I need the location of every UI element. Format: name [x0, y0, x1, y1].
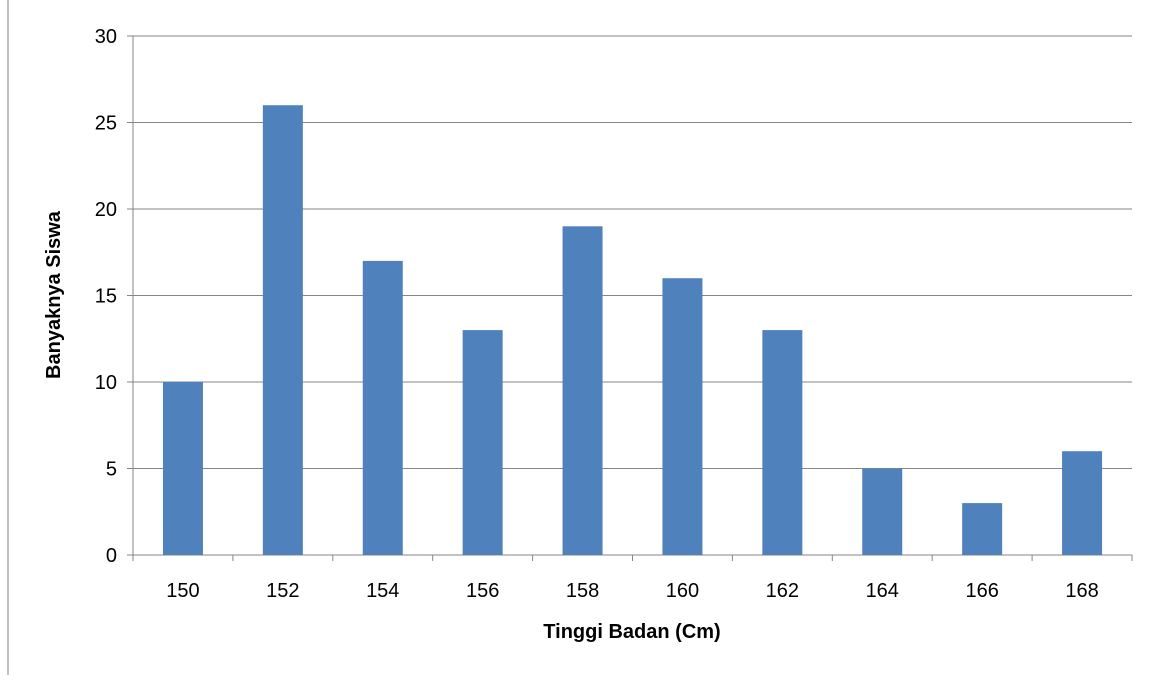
y-tick-label: 5 — [106, 459, 117, 481]
x-tick-label: 160 — [666, 580, 699, 602]
bar-152 — [262, 105, 303, 555]
bar-160 — [662, 278, 703, 555]
y-tick-label: 25 — [95, 113, 117, 135]
bar-158 — [562, 226, 603, 556]
bar-168 — [1062, 451, 1103, 555]
y-tick-label: 15 — [95, 286, 117, 308]
x-tick-label: 164 — [866, 580, 899, 602]
bar-154 — [362, 260, 403, 555]
bar-156 — [462, 330, 503, 555]
bar-150 — [162, 382, 203, 555]
y-tick-label: 0 — [106, 545, 117, 567]
y-tick-labels: 0 5 10 15 20 25 30 — [95, 26, 117, 567]
x-tick-labels: 150 152 154 156 158 160 162 164 166 168 — [166, 580, 1098, 602]
bar-162 — [762, 330, 803, 555]
x-tick-label: 150 — [166, 580, 199, 602]
x-tick-label: 168 — [1065, 580, 1098, 602]
y-axis-title: Banyaknya Siswa — [43, 210, 65, 379]
y-tick-label: 10 — [95, 372, 117, 394]
bar-series — [162, 105, 1103, 556]
x-tick-label: 154 — [366, 580, 399, 602]
bar-164 — [862, 468, 903, 555]
x-tick-label: 158 — [566, 580, 599, 602]
y-tick-label: 30 — [95, 26, 117, 48]
x-tick-label: 162 — [766, 580, 799, 602]
x-tick-label: 166 — [965, 580, 998, 602]
x-axis-title: Tinggi Badan (Cm) — [543, 621, 720, 643]
x-tick-label: 152 — [266, 580, 299, 602]
y-tick-label: 20 — [95, 199, 117, 221]
x-tick-label: 156 — [466, 580, 499, 602]
bar-166 — [962, 503, 1003, 555]
